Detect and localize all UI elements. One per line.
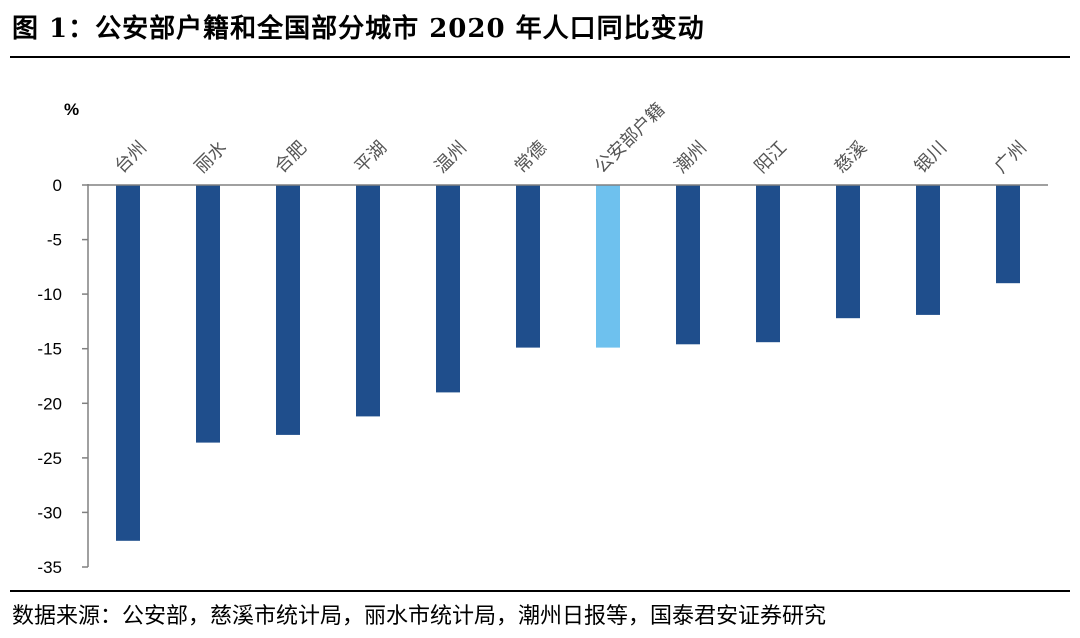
axes: [87, 184, 1048, 567]
category-label: 温州: [431, 137, 471, 177]
bar-8: [676, 185, 700, 345]
bar-4: [356, 185, 380, 417]
bar-12: [996, 185, 1020, 284]
bottom-divider: [10, 590, 1070, 592]
category-label: 公安部户籍: [591, 99, 669, 177]
bar-5: [436, 185, 460, 393]
category-label: 广州: [991, 137, 1031, 177]
bar-3: [276, 185, 300, 435]
bar-2: [196, 185, 220, 443]
bar-7: [596, 185, 620, 348]
y-tick-label: -10: [37, 285, 62, 304]
category-label: 台州: [111, 137, 151, 177]
category-label: 合肥: [271, 137, 311, 177]
y-tick-label: -15: [37, 340, 62, 359]
source-note: 数据来源：公安部，慈溪市统计局，丽水市统计局，潮州日报等，国泰君安证券研究: [12, 604, 827, 629]
y-tick-label: 0: [53, 176, 62, 195]
y-tick-label: -30: [37, 503, 62, 522]
bar-11: [916, 185, 940, 315]
y-tick-label: -20: [37, 394, 62, 413]
y-tick-label: -5: [47, 231, 62, 250]
y-unit-label: %: [64, 100, 79, 119]
bar-9: [756, 185, 780, 343]
y-ticks: 0 -5 -10 -15 -20 -25 -30 -35: [37, 176, 88, 577]
y-tick-label: -25: [37, 449, 62, 468]
category-label: 潮州: [671, 137, 711, 177]
category-label: 慈溪: [831, 137, 871, 177]
bar-6: [516, 185, 540, 348]
top-divider: [10, 56, 1070, 58]
category-label: 常德: [511, 137, 551, 177]
y-tick-label: -35: [37, 558, 62, 577]
bar-chart: 台州 丽水 合肥 平湖 温州 常德 公安部户籍 潮州 阳江 慈溪 银川 广州 0 -5 -10 -15 -20…: [37, 99, 1048, 577]
category-labels: 台州 丽水 合肥 平湖 温州 常德 公安部户籍 潮州 阳江 慈溪 银川 广州: [111, 99, 1031, 177]
category-label: 丽水: [191, 137, 231, 177]
category-label: 平湖: [351, 137, 391, 177]
bars: [116, 185, 1020, 541]
chart-title: 图 1：公安部户籍和全国部分城市 2020 年人口同比变动: [12, 14, 705, 44]
category-label: 阳江: [751, 137, 791, 177]
bar-1: [116, 185, 140, 541]
bar-10: [836, 185, 860, 319]
category-label: 银川: [911, 137, 951, 177]
